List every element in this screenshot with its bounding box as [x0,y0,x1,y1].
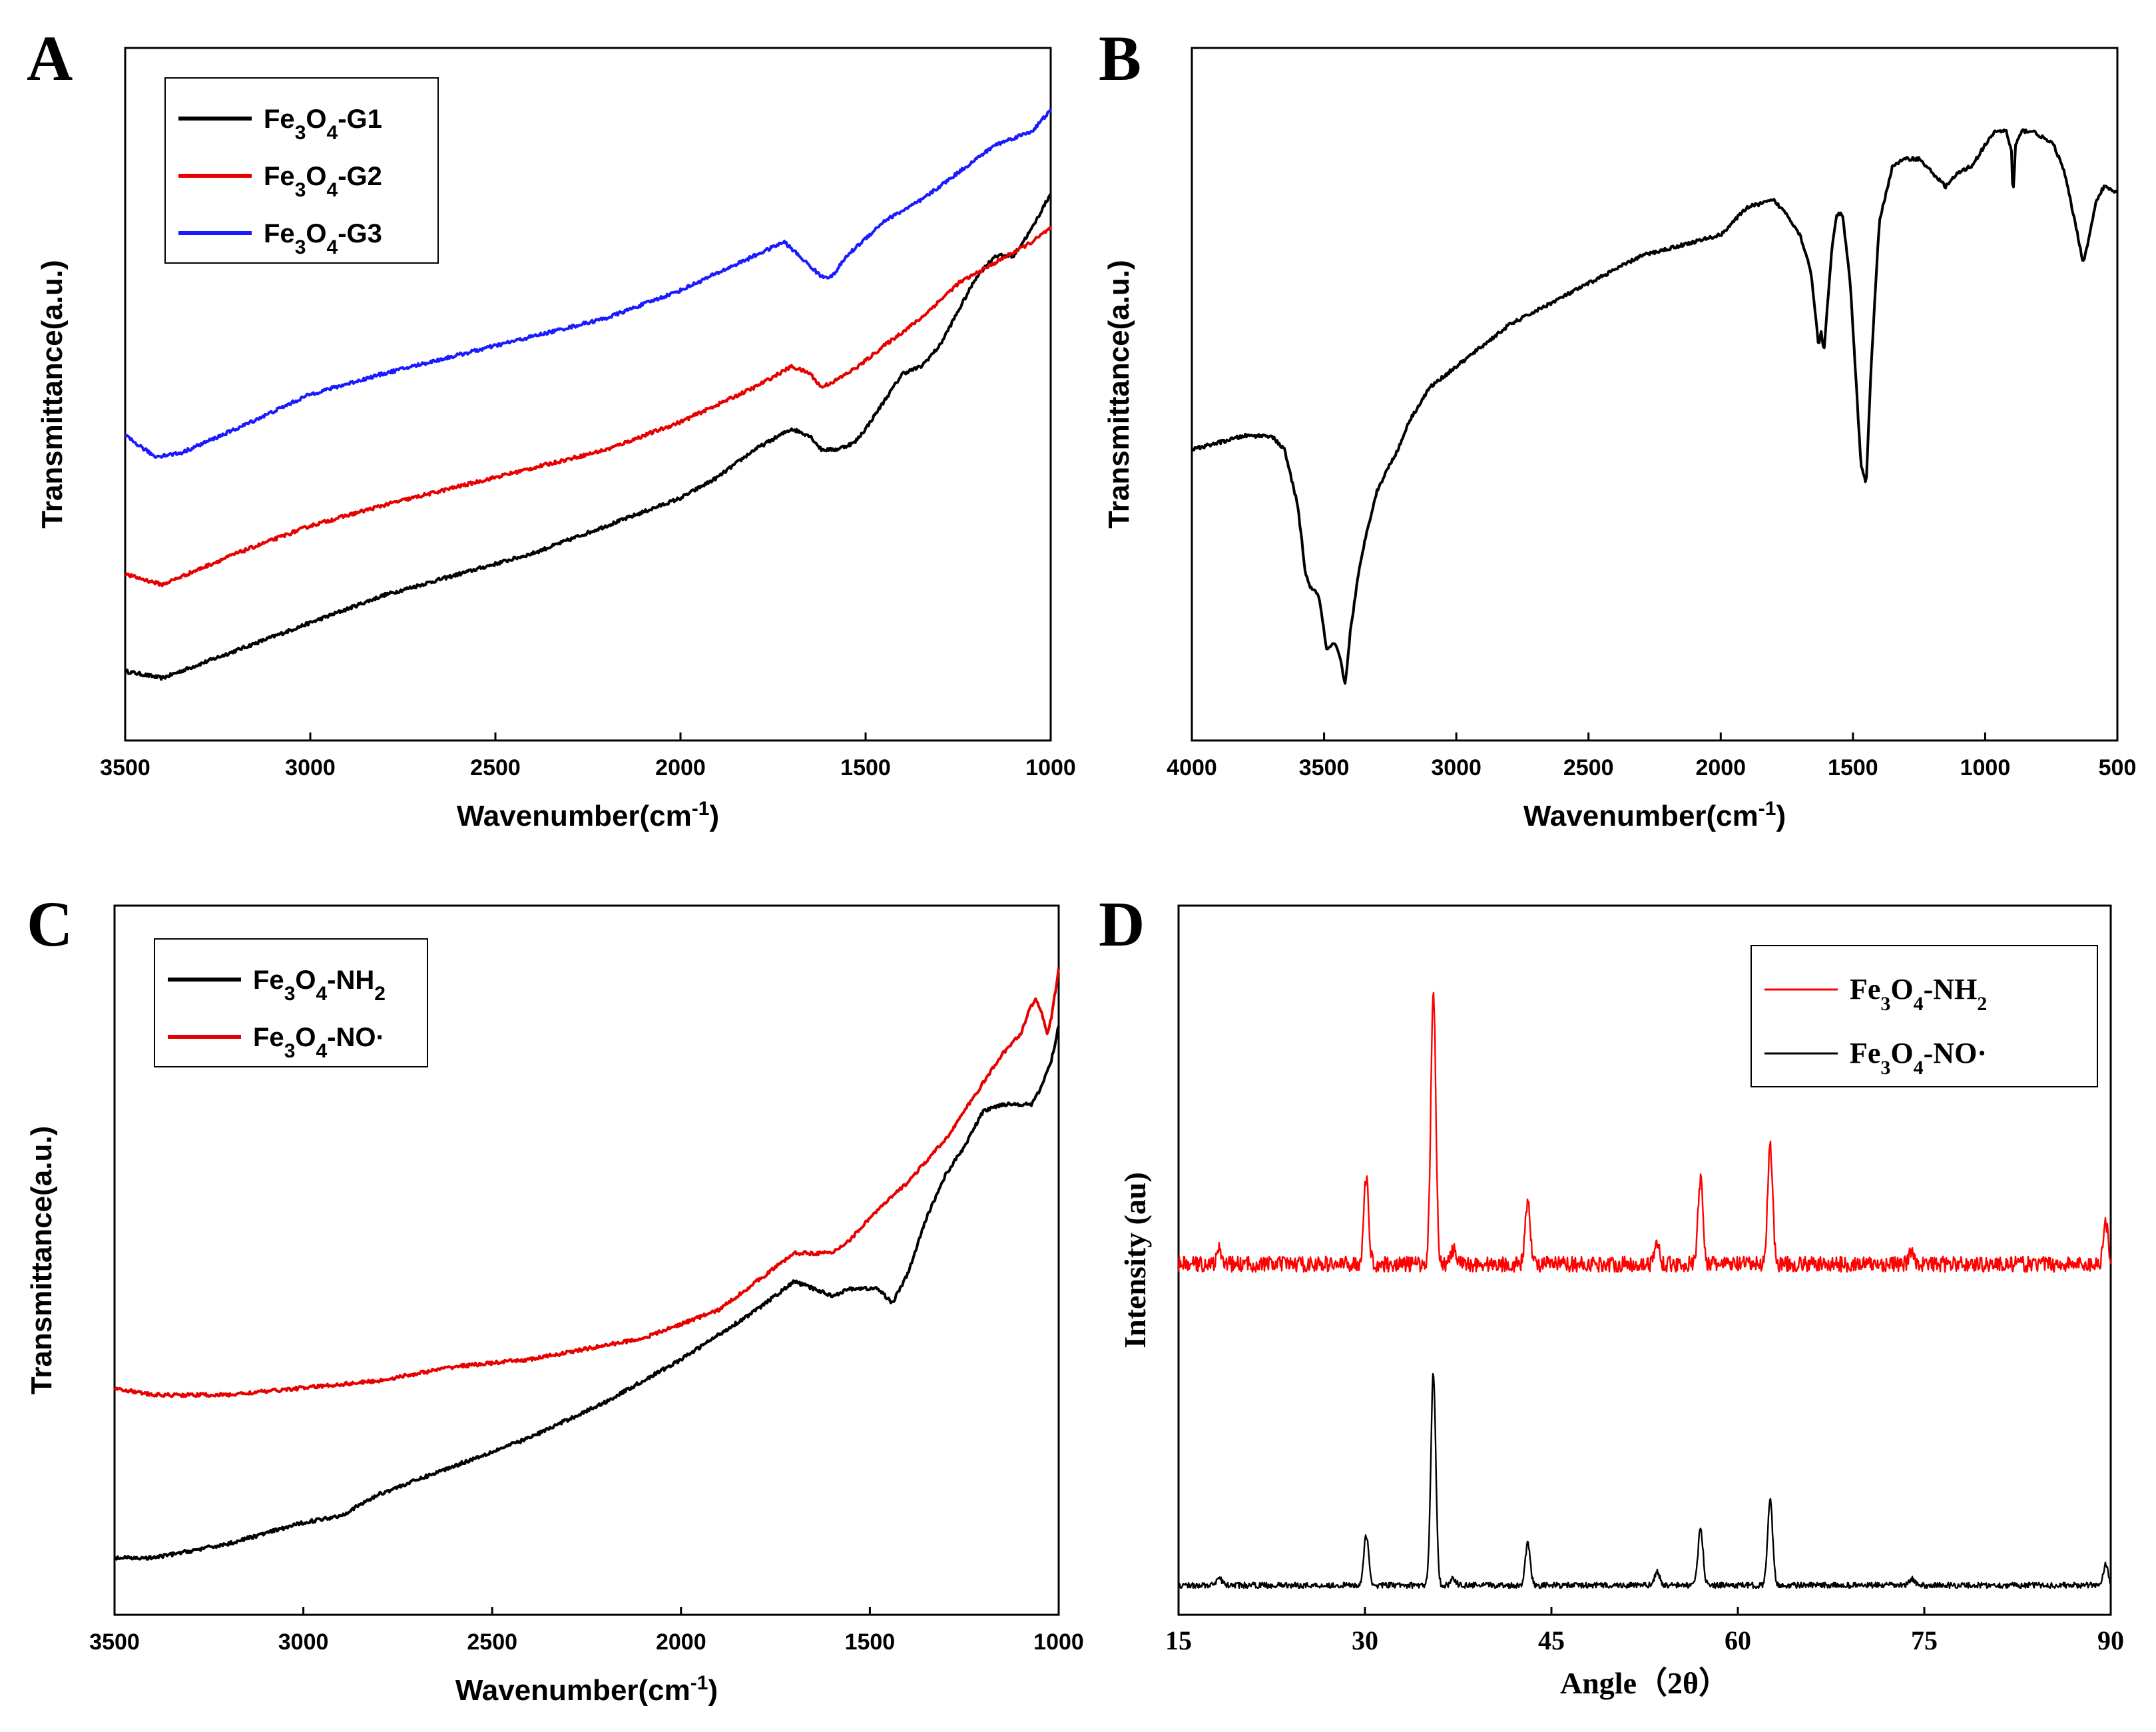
panel-a-xtick-label: 1000 [1025,755,1076,780]
panel-b-frame [1191,47,2119,742]
panel-b-xtick-label: 4000 [1167,755,1217,780]
panel-d: D 15 30 45 60 75 90 Angle（2θ） Intensity (au) Fe3O… [1099,888,2124,1700]
panel-a-frame [124,47,1052,742]
panel-d-xtick-label: 15 [1165,1625,1192,1655]
panel-a-series-1 [124,226,1052,587]
panel-d-xtick-label: 90 [2097,1625,2124,1655]
panel-a-letter: A [27,23,73,94]
panel-a-ylabel: Transmittance(a.u.) [36,260,69,528]
panel-d-legend-label: Fe3O4-NO· [1850,1037,1987,1079]
panel-d-letter: D [1099,888,1145,960]
panel-a-xtick-label: 3000 [285,755,336,780]
panel-a-legend-label: Fe3O4-G2 [264,162,382,201]
panel-c-legend-label: Fe3O4-NH2 [253,966,386,1005]
panel-c-legend: Fe3O4-NH2 Fe3O4-NO· [154,938,428,1067]
panel-a-xlabel: Wavenumber(cm-1) [457,798,719,833]
panel-c-series-0 [113,1025,1060,1561]
panel-a-legend-label: Fe3O4-G1 [264,105,382,144]
panel-c-legend-label: Fe3O4-NO· [253,1023,385,1062]
panel-c-frame [113,904,1060,1616]
panel-c-legend-box [154,938,428,1067]
panel-c-series-1 [113,968,1060,1398]
panel-a-legend-label: Fe3O4-G3 [264,219,382,258]
panel-a-xtick-label: 1500 [840,755,891,780]
panel-c-letter: C [27,888,73,960]
panel-d-series-1 [1178,1372,2112,1589]
panel-b-xtick-label: 3500 [1299,755,1350,780]
panel-b-xlabel: Wavenumber(cm-1) [1523,798,1786,833]
panel-c-xtick-label: 3000 [278,1629,329,1655]
panel-d-series-0 [1177,992,2112,1273]
panel-c-xtick-label: 2500 [467,1629,517,1655]
panel-a-xtick-label: 2500 [470,755,521,780]
panel-b-letter: B [1099,23,1141,94]
panel-d-xtick-label: 60 [1725,1625,1751,1655]
panel-a-series-2 [125,108,1052,459]
panel-b: B 4000 3500 3000 2500 2000 1500 1000 500 Wavenumb… [1099,23,2136,832]
panel-b-xtick-label: 2500 [1563,755,1614,780]
panel-b-xtick-label: 3000 [1431,755,1482,780]
panel-d-xtick-label: 45 [1538,1625,1565,1655]
chart-root: A 3500 3000 2500 2000 1500 1000 Wavenumber(cm-1… [25,23,2136,1707]
panel-b-series-0 [1191,128,2118,685]
panel-a-series-0 [124,192,1052,681]
panel-b-xtick-label: 2000 [1695,755,1746,780]
panel-d-xtick-label: 30 [1352,1625,1378,1655]
panel-c-xtick-label: 3500 [89,1629,140,1655]
panel-a-xtick-label: 2000 [655,755,706,780]
panel-c-xtick-label: 1500 [845,1629,896,1655]
panel-c-xtick-label: 2000 [656,1629,706,1655]
panel-d-xtick-label: 75 [1911,1625,1938,1655]
panel-b-xtick-label: 1500 [1828,755,1878,780]
panel-a-legend: Fe3O4-G1 Fe3O4-G2 Fe3O4-G3 [164,77,439,264]
panel-c: C 3500 3000 2500 2000 1500 1000 Wavenumber(cm-1… [25,888,1084,1707]
panel-d-xlabel: Angle（2θ） [1560,1666,1729,1700]
panel-a: A 3500 3000 2500 2000 1500 1000 Wavenumber(cm-1… [27,23,1076,832]
panel-d-legend-label: Fe3O4-NH2 [1850,973,1987,1015]
panel-a-legend-box [164,77,439,264]
panel-b-xtick-label: 1000 [1960,755,2011,780]
panel-b-xtick-label: 500 [2099,755,2137,780]
panel-c-xlabel: Wavenumber(cm-1) [455,1672,718,1707]
panel-a-xtick-label: 3500 [100,755,150,780]
panel-b-ylabel: Transmittance(a.u.) [1103,260,1135,528]
panel-d-legend: Fe3O4-NH2 Fe3O4-NO· [1751,945,2098,1087]
panel-d-legend-box [1751,945,2098,1087]
panel-c-xtick-label: 1000 [1033,1629,1084,1655]
panel-c-ylabel: Transmittance(a.u.) [25,1126,58,1394]
panel-d-ylabel: Intensity (au) [1118,1172,1152,1348]
